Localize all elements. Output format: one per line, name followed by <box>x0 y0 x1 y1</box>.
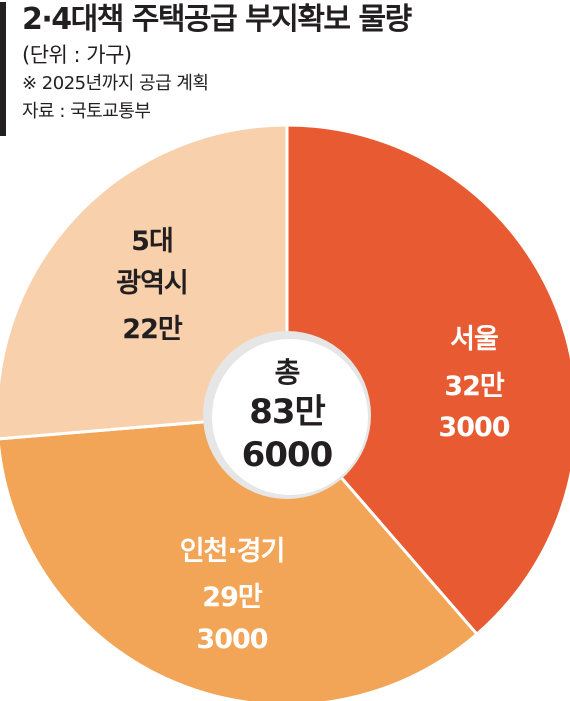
pie-slice-incheon_gyeonggi <box>0 413 480 701</box>
slice-label-incheon_gyeonggi-line3: 3000 <box>196 624 267 655</box>
slice-label-metro-line2: 광역시 <box>116 268 188 299</box>
slice-label-seoul-line2: 32만 <box>444 371 505 402</box>
slice-label-metro-line3: 22만 <box>122 314 183 345</box>
total-label-line3: 6000 <box>242 435 333 475</box>
slice-label-incheon_gyeonggi-line2: 29만 <box>202 582 263 613</box>
total-label-line1: 총 <box>275 356 300 389</box>
slice-label-metro-line1: 5대 <box>131 226 173 257</box>
chart-header: 2·4대책 주택공급 부지확보 물량 (단위 : 가구) ※ 2025년까지 공… <box>22 0 412 126</box>
chart-title: 2·4대책 주택공급 부지확보 물량 <box>22 2 412 37</box>
center-hole <box>212 339 368 495</box>
slice-label-seoul-line3: 3000 <box>438 412 509 443</box>
title-accent-bar <box>0 2 6 136</box>
total-label-line2: 83만 <box>249 392 325 432</box>
pie-slice-metro <box>0 123 289 441</box>
pie-slice-seoul <box>285 123 570 637</box>
footnote: ※ 2025년까지 공급 계획 <box>22 73 209 94</box>
slice-label-incheon_gyeonggi-line1: 인천·경기 <box>180 536 285 567</box>
unit-label: (단위 : 가구) <box>22 43 132 67</box>
source-label: 자료 : 국토교통부 <box>22 101 151 122</box>
slice-label-seoul-line1: 서울 <box>450 324 498 355</box>
